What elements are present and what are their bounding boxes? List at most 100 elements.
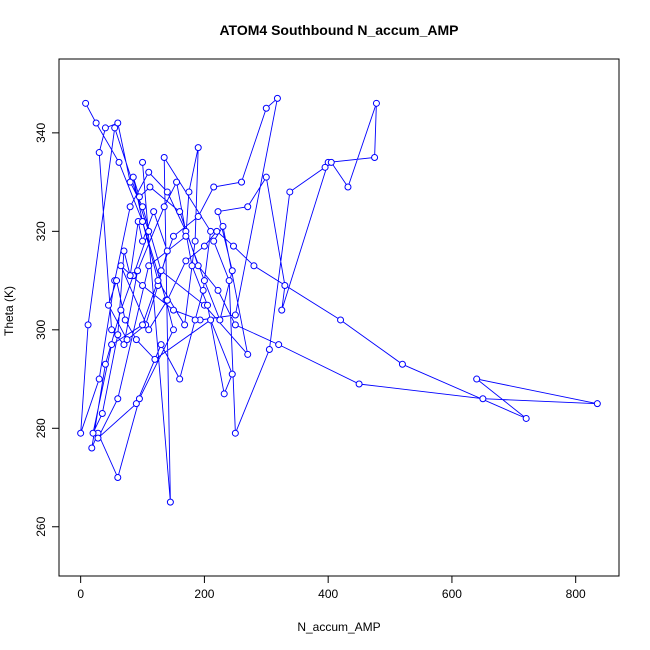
- y-tick-label: 280: [34, 418, 48, 438]
- data-point: [176, 208, 184, 216]
- data-point: [522, 414, 530, 422]
- data-point: [92, 119, 100, 127]
- data-point: [77, 429, 85, 437]
- data-point: [210, 237, 218, 245]
- x-tick-label: 600: [442, 587, 462, 601]
- data-point: [134, 267, 142, 275]
- y-axis-label: Theta (K): [2, 286, 16, 336]
- data-point: [135, 193, 143, 201]
- data-point: [169, 306, 177, 314]
- x-tick-label: 200: [194, 587, 214, 601]
- data-point: [321, 163, 329, 171]
- data-point: [228, 370, 236, 378]
- x-tick-label: 0: [77, 587, 84, 601]
- data-point: [135, 395, 143, 403]
- data-point: [214, 208, 222, 216]
- data-point: [191, 316, 199, 324]
- data-point: [191, 237, 199, 245]
- data-point: [371, 153, 379, 161]
- data-point: [139, 217, 147, 225]
- data-point: [281, 281, 289, 289]
- series-layer: [77, 94, 601, 506]
- data-point: [182, 257, 190, 265]
- data-point: [228, 267, 236, 275]
- y-tick-label: 300: [34, 319, 48, 339]
- data-point: [173, 178, 181, 186]
- data-point: [88, 444, 96, 452]
- chart-title: ATOM4 Southbound N_accum_AMP: [219, 22, 458, 38]
- data-point: [145, 227, 153, 235]
- data-point: [372, 99, 380, 107]
- data-point: [150, 208, 158, 216]
- data-point: [95, 375, 103, 383]
- data-point: [145, 168, 153, 176]
- data-point: [355, 380, 363, 388]
- data-point: [163, 188, 171, 196]
- data-point: [229, 242, 237, 250]
- data-point: [160, 203, 168, 211]
- data-point: [169, 232, 177, 240]
- data-point: [114, 395, 122, 403]
- data-point: [117, 262, 125, 270]
- data-point: [220, 390, 228, 398]
- data-point: [139, 237, 147, 245]
- data-point: [108, 341, 116, 349]
- data-point: [139, 203, 147, 211]
- data-point: [262, 104, 270, 112]
- data-point: [101, 124, 109, 132]
- data-point: [94, 434, 102, 442]
- data-point: [132, 336, 140, 344]
- y-tick-label: 320: [34, 221, 48, 241]
- data-point: [146, 183, 154, 191]
- data-point: [275, 341, 283, 349]
- data-point: [139, 158, 147, 166]
- data-point: [129, 173, 137, 181]
- data-point: [114, 331, 122, 339]
- data-point: [199, 286, 207, 294]
- data-point: [244, 350, 252, 358]
- data-point: [185, 188, 193, 196]
- x-tick-label: 800: [566, 587, 586, 601]
- data-point: [231, 429, 239, 437]
- data-point: [117, 306, 125, 314]
- data-point: [95, 149, 103, 157]
- data-point: [188, 262, 196, 270]
- data-point: [286, 188, 294, 196]
- y-axis: 260 280 300 320 340: [34, 123, 60, 537]
- data-point: [154, 277, 162, 285]
- data-point: [105, 301, 113, 309]
- data-point: [163, 247, 171, 255]
- data-point: [278, 306, 286, 314]
- data-point: [194, 144, 202, 152]
- data-point: [250, 262, 258, 270]
- x-axis: 0 200 400 600 800: [77, 575, 586, 601]
- data-point: [398, 360, 406, 368]
- data-point: [126, 203, 134, 211]
- data-point: [126, 178, 134, 186]
- data-point: [204, 301, 212, 309]
- data-point: [120, 247, 128, 255]
- data-point: [113, 277, 121, 285]
- data-point: [479, 395, 487, 403]
- data-point: [207, 227, 215, 235]
- data-point: [473, 375, 481, 383]
- data-point: [265, 346, 273, 354]
- data-point: [121, 316, 129, 324]
- data-point: [123, 336, 131, 344]
- data-point: [115, 158, 123, 166]
- data-point: [84, 321, 92, 329]
- data-point: [111, 124, 119, 132]
- data-point: [214, 286, 222, 294]
- data-point: [82, 99, 90, 107]
- data-point: [157, 341, 165, 349]
- data-point: [89, 429, 97, 437]
- data-point: [160, 153, 168, 161]
- data-point: [157, 267, 165, 275]
- x-tick-label: 400: [318, 587, 338, 601]
- y-tick-label: 340: [34, 123, 48, 143]
- data-point: [327, 158, 335, 166]
- data-point: [166, 498, 174, 506]
- data-point: [176, 375, 184, 383]
